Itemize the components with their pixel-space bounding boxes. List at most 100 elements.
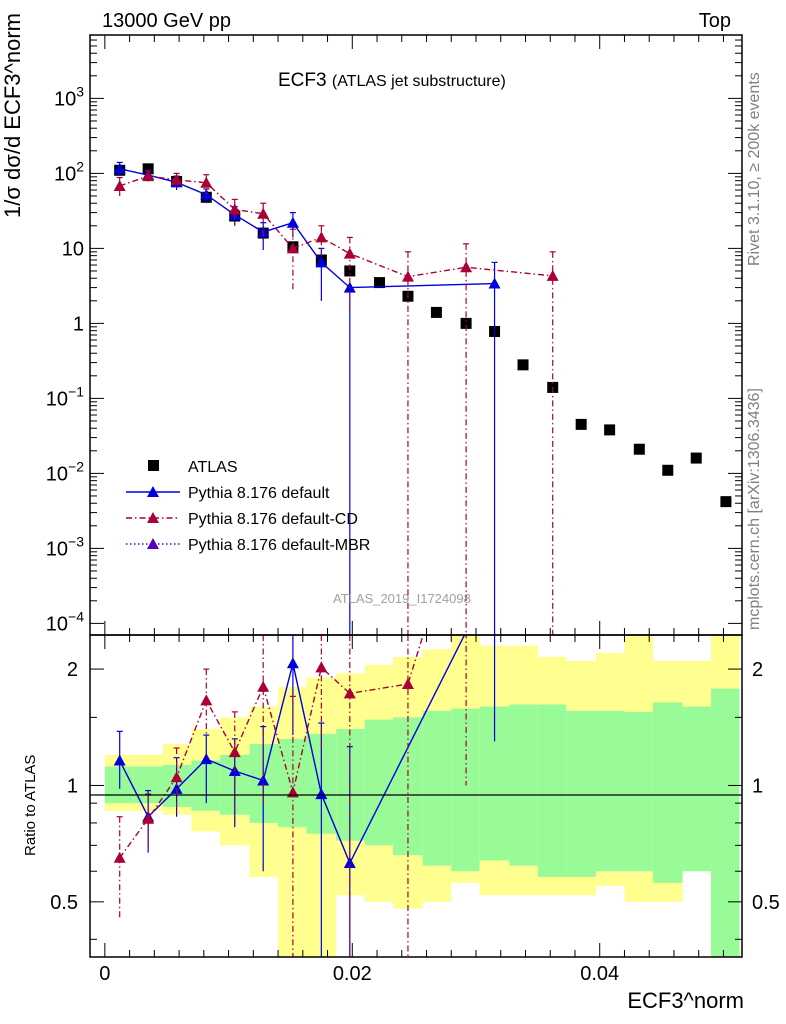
ratio-uncertainty-bands (104, 635, 740, 957)
ratio-tick-label: 2 (67, 659, 78, 681)
data-point (113, 754, 126, 766)
data-point (257, 680, 270, 692)
data-point (720, 496, 732, 508)
data-point (343, 857, 356, 869)
total-uncertainty-band (278, 686, 307, 957)
legend-entry: ATLAS (148, 459, 238, 476)
data-point (142, 812, 155, 824)
data-point (286, 657, 299, 669)
y-tick-label: 102 (54, 158, 84, 185)
y-axis-label-top-text: 1/σ dσ/d ECF3^norm (0, 13, 25, 218)
ratio-tick-label-right: 0.5 (752, 892, 780, 914)
rivet-label: Rivet 3.1.10, ≥ 200k events (746, 72, 763, 266)
legend-label: Pythia 8.176 default-MBR (188, 537, 370, 554)
data-point (460, 261, 473, 273)
stat-uncertainty-band (422, 710, 452, 866)
data-point (170, 771, 183, 783)
title-sub: (ATLAS jet substructure) (331, 73, 506, 90)
ratio-series-layer (113, 635, 496, 957)
data-point (575, 418, 587, 430)
legend-marker (147, 486, 159, 497)
data-point (257, 207, 270, 219)
stat-uncertainty-band (191, 760, 220, 811)
series-pythia-8-176-default-cd (113, 170, 559, 635)
legend-entry: Pythia 8.176 default (126, 485, 330, 502)
legend-marker (147, 512, 159, 523)
x-tick-label: 0.04 (580, 963, 619, 985)
data-point (374, 277, 386, 289)
plot-title: ECF3 (ATLAS jet substructure) (278, 70, 506, 92)
stat-uncertainty-band (336, 728, 365, 841)
stat-uncertainty-band (509, 704, 538, 866)
y-tick-label: 103 (54, 83, 84, 110)
data-point (170, 173, 183, 185)
x-axis-label: ECF3^norm (627, 988, 744, 1013)
legend-entry: Pythia 8.176 default-CD (126, 511, 358, 528)
legend-label: Pythia 8.176 default-CD (188, 511, 358, 528)
data-point (228, 203, 241, 215)
legend-marker (148, 460, 159, 471)
ratio-tick-label-right: 2 (752, 659, 763, 681)
series-line (119, 635, 466, 865)
data-point (200, 694, 213, 706)
y-axis-label-bottom: Ratio to ATLAS (22, 754, 39, 856)
data-point (286, 216, 299, 228)
series-line (119, 168, 495, 289)
axis-ticks: 10−4 10−3 10−2 10−1 1 10 102 103 0.5 0.5 1 1 2 2 0 0.02… (46, 34, 780, 985)
data-point (604, 424, 616, 436)
data-point (430, 306, 442, 318)
stat-uncertainty-band (711, 688, 740, 957)
y-tick-label: 10−1 (46, 383, 84, 410)
mcplots-label: mcplots.cern.ch [arXiv:1306.3436] (746, 388, 763, 630)
main-series-layer (113, 161, 732, 635)
data-point (142, 170, 155, 182)
ratio-tick-label: 1 (67, 775, 78, 797)
y-tick-label: 10−2 (46, 458, 84, 485)
data-point (315, 231, 328, 243)
energy-label: 13000 GeV pp (102, 10, 231, 32)
data-point (200, 753, 213, 765)
category-label: Top (698, 10, 731, 32)
data-point (113, 179, 126, 191)
legend-entry: Pythia 8.176 default-MBR (126, 537, 370, 554)
data-point (546, 269, 559, 281)
data-point (315, 256, 328, 268)
data-point (113, 162, 126, 174)
data-point (460, 317, 472, 329)
data-point (343, 247, 356, 259)
data-point (662, 464, 674, 476)
data-point (286, 242, 299, 254)
stat-uncertainty-band (596, 710, 625, 872)
stat-uncertainty-band (451, 708, 480, 872)
stat-uncertainty-band (566, 710, 597, 877)
y-tick-label: 10−4 (46, 608, 84, 635)
legend: ATLAS Pythia 8.176 default Pythia 8.176 de… (126, 459, 370, 554)
data-point (517, 359, 529, 371)
ratio-panel-frame (89, 634, 743, 958)
y-tick-label: 1 (73, 313, 84, 335)
title-main: ECF3 (278, 70, 327, 91)
stat-uncertainty-band (104, 766, 134, 804)
data-point (343, 687, 356, 699)
ratio-tick-label: 0.5 (50, 892, 78, 914)
data-point (170, 782, 183, 794)
x-tick-label: 0.02 (333, 963, 372, 985)
y-axis-label-top: 1/σ dσ/d ECF3^norm (0, 13, 26, 218)
data-point (113, 851, 126, 863)
data-point (401, 270, 414, 282)
stat-uncertainty-band (624, 711, 653, 872)
data-point (200, 176, 213, 188)
data-point (344, 265, 356, 277)
stat-uncertainty-band (652, 702, 683, 883)
analysis-watermark: ATLAS_2019_I1724098 (333, 591, 471, 606)
data-point (228, 746, 241, 758)
series-pythia-8-176-default (113, 161, 501, 635)
data-point (401, 677, 414, 689)
legend-marker (147, 538, 159, 549)
legend-label: Pythia 8.176 default (188, 485, 330, 502)
data-point (315, 661, 328, 673)
data-point (142, 163, 154, 175)
series-line (119, 175, 553, 278)
data-point (690, 452, 702, 464)
